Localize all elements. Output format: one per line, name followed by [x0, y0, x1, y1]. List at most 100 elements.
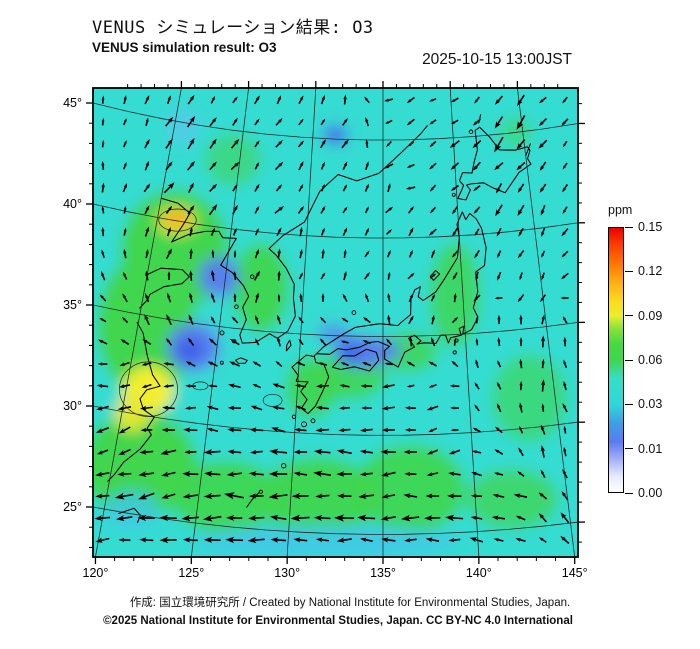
wind-arrow [145, 293, 150, 303]
wind-arrow [381, 405, 396, 411]
wind-arrow [517, 204, 525, 216]
wind-arrow [298, 161, 304, 171]
wind-arrow [167, 292, 172, 303]
wind-arrow [141, 362, 152, 366]
wind-arrow [187, 204, 195, 215]
wind-arrow [187, 337, 195, 346]
wind-arrow [320, 161, 325, 170]
wind-arrow [519, 358, 523, 369]
wind-arrow [560, 296, 569, 300]
wind-arrow [232, 117, 238, 126]
wind-arrow [119, 361, 130, 366]
wind-arrow [250, 449, 263, 455]
wind-arrow [227, 449, 242, 455]
wind-arrow [382, 383, 395, 389]
wind-arrow [254, 228, 259, 236]
wind-arrow [538, 513, 547, 523]
wind-arrow [384, 98, 394, 102]
wind-arrow [407, 206, 415, 214]
colorbar-tick-label: 0.12 [638, 264, 663, 279]
wind-arrow [270, 537, 287, 543]
attribution-line: 作成: 国立環境研究所 / Created by National Instit… [129, 597, 571, 609]
wind-arrow [247, 536, 265, 544]
wind-arrow [561, 250, 569, 258]
contour-oval [158, 208, 197, 232]
wind-arrow [101, 182, 105, 193]
small-island [291, 414, 297, 419]
y-tick-label: 30° [63, 399, 82, 413]
wind-arrow [204, 470, 221, 477]
wind-arrow [230, 161, 240, 171]
coastline-tsushima [285, 339, 292, 352]
wind-arrow [226, 515, 243, 521]
wind-arrow [430, 249, 435, 258]
wind-arrow [254, 162, 260, 170]
field-blob [198, 256, 240, 298]
parallel-line [93, 405, 578, 436]
wind-arrow [318, 362, 328, 366]
wind-arrow [298, 183, 304, 192]
wind-arrow [95, 493, 110, 499]
wind-arrow [272, 383, 285, 389]
field-blob [93, 412, 198, 518]
wind-arrow [161, 493, 176, 499]
wind-arrow [101, 226, 105, 237]
wind-arrow [342, 117, 348, 126]
wind-arrow [275, 140, 283, 148]
wind-arrow [472, 118, 481, 126]
wind-arrow [145, 270, 149, 281]
wind-arrow [97, 362, 108, 366]
wind-arrow [232, 96, 238, 104]
meridian-line [517, 88, 576, 557]
wind-arrow [538, 139, 548, 149]
meridian-line [286, 88, 317, 557]
wind-arrow [210, 95, 216, 104]
wind-arrow [298, 316, 304, 324]
wind-arrow [387, 183, 391, 193]
wind-arrow [144, 160, 149, 171]
wind-arrow [160, 449, 177, 456]
wind-arrow [406, 384, 415, 388]
wind-arrow [188, 314, 194, 325]
grid-lines [93, 88, 578, 557]
wind-arrow [449, 384, 460, 388]
wind-arrow [232, 227, 237, 236]
wind-arrow [408, 293, 414, 303]
wind-arrow [386, 140, 392, 148]
wind-arrow [494, 472, 504, 476]
wind-arrow [253, 95, 260, 105]
wind-arrow [541, 358, 545, 369]
colorbar-tick-label: 0.01 [638, 441, 663, 456]
colorbar-tick-mark [625, 226, 633, 228]
wind-arrow [185, 361, 196, 367]
wind-arrow [202, 514, 222, 522]
wind-arrow [539, 96, 547, 104]
wind-arrow [495, 426, 503, 434]
coastline-kunashiri [525, 143, 531, 157]
wind-arrow [161, 427, 175, 433]
wind-arrow [449, 140, 460, 149]
timestamp: 2025-10-15 13:00JST [422, 51, 572, 68]
wind-arrow [276, 95, 282, 105]
wind-arrow [385, 119, 393, 124]
wind-arrow [428, 384, 437, 388]
wind-arrow [474, 404, 480, 412]
wind-arrow [496, 403, 502, 413]
wind-arrow [122, 293, 128, 303]
wind-arrow [494, 136, 504, 153]
wind-arrow [270, 514, 287, 521]
wind-arrow [138, 492, 155, 500]
wind-arrow [206, 427, 219, 432]
wind-arrow [141, 383, 152, 388]
colorbar-tick-mark [625, 270, 633, 272]
wind-arrow [336, 449, 352, 455]
wind-arrow [519, 380, 523, 391]
wind-arrow [474, 382, 480, 390]
wind-arrow [475, 315, 479, 324]
field-blob [317, 323, 351, 344]
wind-arrow [143, 183, 151, 193]
wind-arrow [563, 359, 568, 368]
wind-arrow [137, 514, 155, 522]
wind-arrow [492, 493, 505, 498]
wind-arrow [166, 95, 171, 105]
